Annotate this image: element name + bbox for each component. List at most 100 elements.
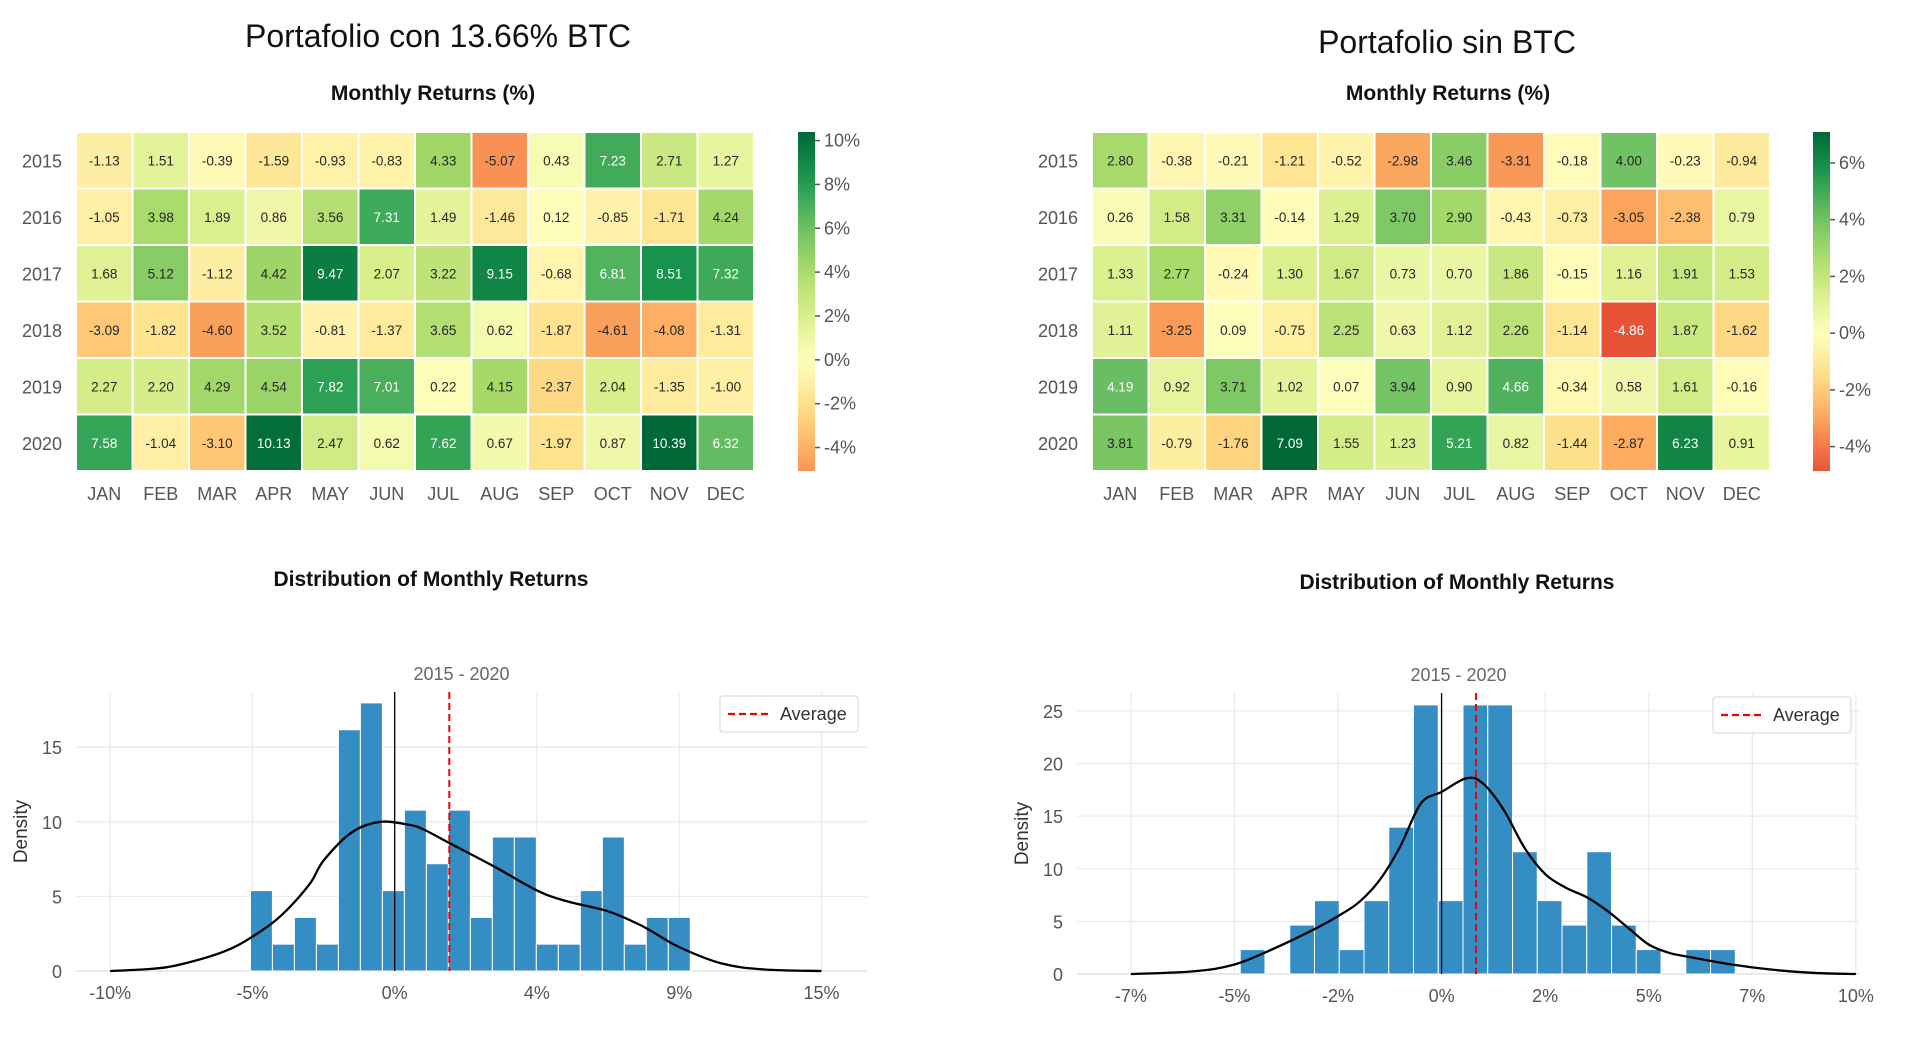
heatmap-cell-value: 0.67 — [487, 436, 513, 451]
x-tick-label: -5% — [1218, 986, 1250, 1006]
year-label: 2017 — [1038, 264, 1078, 284]
heatmap-cell-value: 1.58 — [1164, 210, 1190, 225]
heatmap-cell-value: -1.97 — [541, 436, 572, 451]
heatmap-cell — [640, 357, 699, 416]
heatmap-cell-value: 4.24 — [713, 210, 740, 225]
left-portfolio-title: Portafolio con 13.66% BTC — [245, 18, 631, 54]
heatmap-cell-value: 0.62 — [487, 323, 513, 338]
heatmap-cell — [1260, 357, 1319, 416]
heatmap-cell-value: 3.46 — [1446, 153, 1472, 168]
heatmap-cell-value: -2.87 — [1613, 436, 1644, 451]
heatmap-cell — [1260, 413, 1319, 472]
histogram-bar — [1685, 949, 1712, 975]
heatmap-cell — [1204, 413, 1263, 472]
histogram-bar — [623, 943, 647, 972]
x-tick-label: 4% — [524, 983, 550, 1003]
right-heatmap-title: Monthly Returns (%) — [1345, 82, 1551, 105]
heatmap-cell-value: 3.52 — [261, 323, 287, 338]
x-tick-label: -10% — [89, 983, 131, 1003]
heatmap-cell — [640, 244, 699, 303]
heatmap-cell-value: -0.81 — [315, 323, 346, 338]
heatmap-cell-value: 2.07 — [374, 266, 400, 281]
kde-curve — [1130, 776, 1856, 976]
x-tick-label: 2% — [1532, 986, 1558, 1006]
histogram-subtitle: 2015 - 2020 — [413, 664, 509, 684]
heatmap-cell-value: -1.62 — [1726, 323, 1757, 338]
heatmap-cell-value: 0.91 — [1729, 436, 1755, 451]
heatmap-cell-value: 1.68 — [91, 266, 117, 281]
heatmap-cell-value: 0.09 — [1220, 323, 1246, 338]
month-label: NOV — [1666, 484, 1705, 504]
heatmap-cell — [527, 244, 586, 303]
histogram-bar — [1635, 949, 1662, 975]
heatmap-cell-value: 1.51 — [148, 153, 174, 168]
heatmap-cell — [1486, 413, 1545, 472]
colorbar-tick-label: 2% — [824, 306, 850, 326]
month-label: JAN — [1103, 484, 1137, 504]
heatmap-cell-value: -1.14 — [1557, 323, 1588, 338]
heatmap-cell-value: -1.12 — [202, 266, 233, 281]
heatmap-cell — [1712, 357, 1771, 416]
histogram-bar — [293, 916, 317, 972]
heatmap-cell-value: 0.86 — [261, 210, 287, 225]
histogram-bar — [535, 943, 559, 972]
heatmap-cell-value: 1.33 — [1107, 266, 1133, 281]
histogram-bar — [1586, 851, 1613, 975]
heatmap-cell-value: -0.68 — [541, 266, 572, 281]
heatmap-cell — [357, 300, 416, 359]
heatmap-cell — [1204, 131, 1263, 190]
heatmap-cell — [1091, 413, 1150, 472]
heatmap-cell-value: -3.25 — [1161, 323, 1192, 338]
heatmap-cell-value: 0.82 — [1503, 436, 1529, 451]
heatmap-cell-value: 3.98 — [148, 210, 174, 225]
histogram-bar — [381, 890, 405, 972]
month-label: DEC — [707, 484, 745, 504]
month-label: JUN — [369, 484, 404, 504]
heatmap-cell-value: 3.81 — [1107, 436, 1133, 451]
heatmap-cell — [1430, 131, 1489, 190]
heatmap-cell-value: -0.18 — [1557, 153, 1588, 168]
heatmap-cell — [1147, 413, 1206, 472]
heatmap-cell — [1430, 187, 1489, 246]
month-label: JUL — [1443, 484, 1475, 504]
heatmap-cell-value: -0.83 — [371, 153, 402, 168]
histogram-bar — [469, 916, 493, 972]
heatmap-cell — [1091, 244, 1150, 303]
y-tick-label: 20 — [1043, 755, 1063, 775]
heatmap-cell — [1317, 357, 1376, 416]
legend-box — [719, 695, 859, 733]
colorbar — [1813, 132, 1830, 471]
month-label: MAR — [1213, 484, 1253, 504]
heatmap-cell — [1204, 187, 1263, 246]
left-histogram-title: Distribution of Monthly Returns — [273, 568, 589, 591]
heatmap-cell-value: -0.43 — [1500, 210, 1531, 225]
histogram-bar — [601, 836, 625, 972]
month-label: DEC — [1723, 484, 1761, 504]
heatmap-cell-value: -5.07 — [484, 153, 515, 168]
heatmap-cell — [1430, 300, 1489, 359]
heatmap-cell — [470, 131, 529, 190]
heatmap-cell-value: 1.55 — [1333, 436, 1359, 451]
heatmap-cell-value: 2.71 — [656, 153, 682, 168]
heatmap-cell-value: 4.54 — [261, 379, 288, 394]
month-label: AUG — [1496, 484, 1535, 504]
heatmap-cell-value: 1.30 — [1277, 266, 1303, 281]
heatmap-cell — [188, 413, 247, 472]
heatmap-cell — [1091, 187, 1150, 246]
month-label: SEP — [538, 484, 574, 504]
heatmap-cell — [414, 413, 473, 472]
year-label: 2018 — [1038, 321, 1078, 341]
x-tick-label: 0% — [382, 983, 408, 1003]
heatmap-cell — [301, 187, 360, 246]
heatmap-cell — [696, 131, 755, 190]
x-tick-label: -5% — [236, 983, 268, 1003]
heatmap-cell-value: 7.82 — [317, 379, 343, 394]
heatmap-cell-value: 2.90 — [1446, 210, 1472, 225]
heatmap-cell-value: 1.29 — [1333, 210, 1359, 225]
heatmap-cell — [1373, 357, 1432, 416]
heatmap-cell — [583, 131, 642, 190]
heatmap-cell-value: -0.85 — [597, 210, 628, 225]
heatmap-cell-value: 2.26 — [1503, 323, 1529, 338]
heatmap-cell — [244, 187, 303, 246]
